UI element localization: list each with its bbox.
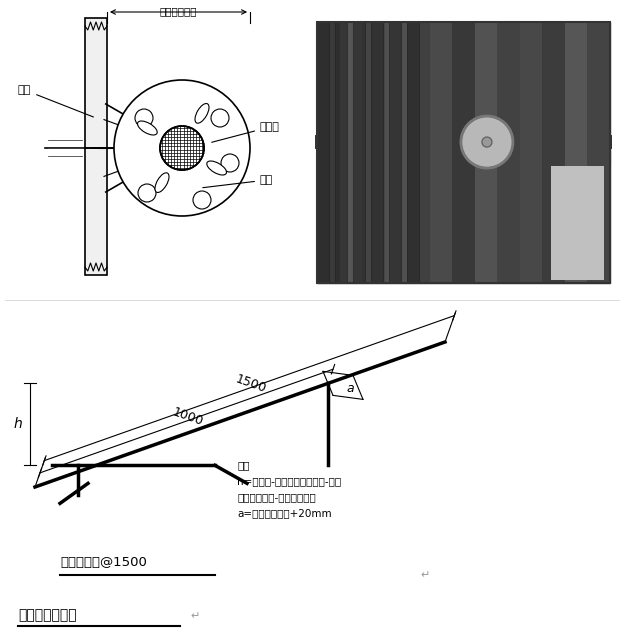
Text: 双向钢筋直径-上下铁保护层: 双向钢筋直径-上下铁保护层: [237, 492, 316, 502]
Circle shape: [160, 126, 204, 170]
Circle shape: [211, 109, 229, 127]
Text: a=顶板钢筋间距+20mm: a=顶板钢筋间距+20mm: [237, 508, 331, 518]
Bar: [317, 22, 329, 283]
Bar: [407, 22, 431, 283]
Circle shape: [138, 184, 156, 202]
Bar: [362, 22, 386, 283]
Bar: [384, 22, 408, 283]
Bar: [353, 22, 365, 283]
Text: h: h: [13, 417, 22, 431]
Circle shape: [221, 154, 239, 172]
Bar: [565, 22, 588, 283]
Ellipse shape: [195, 103, 209, 123]
Bar: [552, 166, 604, 281]
Text: 主筋: 主筋: [18, 85, 94, 117]
Bar: [371, 22, 383, 283]
Bar: [317, 22, 610, 283]
Bar: [587, 22, 611, 283]
Bar: [407, 22, 419, 283]
Text: 横筋: 横筋: [203, 175, 273, 187]
Ellipse shape: [155, 173, 169, 193]
Ellipse shape: [137, 121, 157, 135]
Text: 注：: 注：: [237, 460, 250, 470]
Ellipse shape: [207, 161, 227, 175]
Circle shape: [193, 191, 211, 209]
Text: 楼板马凳铁@1500: 楼板马凳铁@1500: [60, 556, 147, 569]
Text: ↵: ↵: [420, 570, 429, 580]
Bar: [85, 18, 107, 275]
Text: h=顶板厚-下网下铁钢筋直径-上网: h=顶板厚-下网下铁钢筋直径-上网: [237, 476, 341, 486]
Text: a: a: [346, 382, 354, 395]
Bar: [339, 22, 363, 283]
Bar: [542, 22, 566, 283]
Bar: [520, 22, 544, 283]
Bar: [335, 22, 347, 283]
Bar: [430, 22, 453, 283]
Text: ↵: ↵: [190, 611, 200, 621]
Text: 1500: 1500: [233, 373, 268, 395]
Bar: [475, 22, 499, 283]
Text: 塑料垫块示意图: 塑料垫块示意图: [18, 608, 77, 622]
Bar: [389, 22, 401, 283]
Circle shape: [114, 80, 250, 216]
Circle shape: [135, 109, 153, 127]
Circle shape: [482, 137, 492, 147]
Bar: [317, 22, 341, 283]
Text: 1000: 1000: [170, 406, 205, 429]
Bar: [317, 22, 610, 283]
Circle shape: [461, 116, 513, 168]
Text: 塑料卡: 塑料卡: [212, 122, 280, 143]
Bar: [452, 22, 475, 283]
Text: 砼保护层厚度: 砼保护层厚度: [160, 6, 197, 16]
Bar: [497, 22, 521, 283]
